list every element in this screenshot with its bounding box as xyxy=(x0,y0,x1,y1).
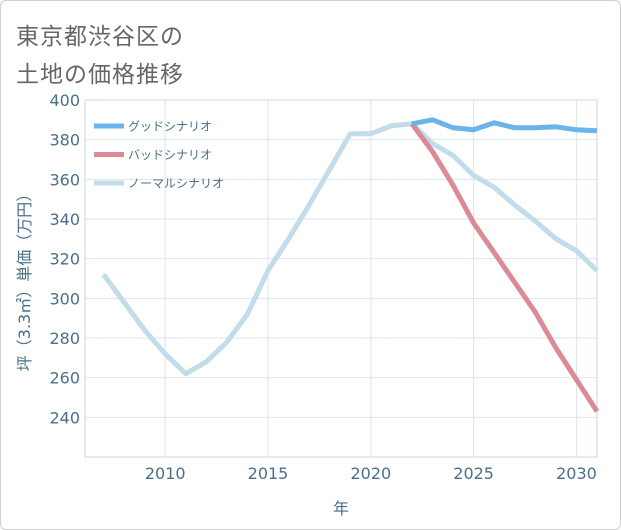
x-tick-label-2020: 2020 xyxy=(350,464,391,483)
y-axis-ticks: 240 260 280 300 320 340 360 380 400 xyxy=(49,91,80,427)
series-lines xyxy=(101,117,600,413)
x-tick-label-2025: 2025 xyxy=(453,464,494,483)
y-tick-label-240: 240 xyxy=(49,408,80,427)
series-line-1 xyxy=(409,122,600,413)
chart-title-line-1: 東京都渋谷区の xyxy=(16,24,184,50)
y-tick-label-300: 300 xyxy=(49,289,80,308)
legend-label-1: バッドシナリオ xyxy=(128,148,212,162)
y-tick-label-280: 280 xyxy=(49,329,80,348)
x-tick-label-2015: 2015 xyxy=(248,464,289,483)
series-line-2 xyxy=(101,121,599,377)
chart-title-line-2: 土地の価格推移 xyxy=(16,62,184,88)
y-tick-label-320: 320 xyxy=(49,250,80,269)
vertical-gridlines xyxy=(164,100,577,457)
y-tick-label-260: 260 xyxy=(49,369,80,388)
legend-label-2: ノーマルシナリオ xyxy=(128,177,224,191)
x-tick-label-2030: 2030 xyxy=(556,464,597,483)
plot-border xyxy=(84,99,598,458)
y-tick-label-360: 360 xyxy=(49,170,80,189)
x-tick-label-2010: 2010 xyxy=(145,464,186,483)
y-axis-label: 坪（3.3㎡）単価（万円） xyxy=(15,186,34,371)
y-tick-label-400: 400 xyxy=(49,91,80,110)
y-tick-label-380: 380 xyxy=(49,131,80,150)
y-tick-label-340: 340 xyxy=(49,210,80,229)
legend-label-0: グッドシナリオ xyxy=(128,120,212,134)
x-axis-label: 年 xyxy=(333,499,349,518)
series-line-0 xyxy=(411,117,598,134)
x-axis-ticks: 2010 2015 2020 2025 2030 xyxy=(145,464,597,483)
